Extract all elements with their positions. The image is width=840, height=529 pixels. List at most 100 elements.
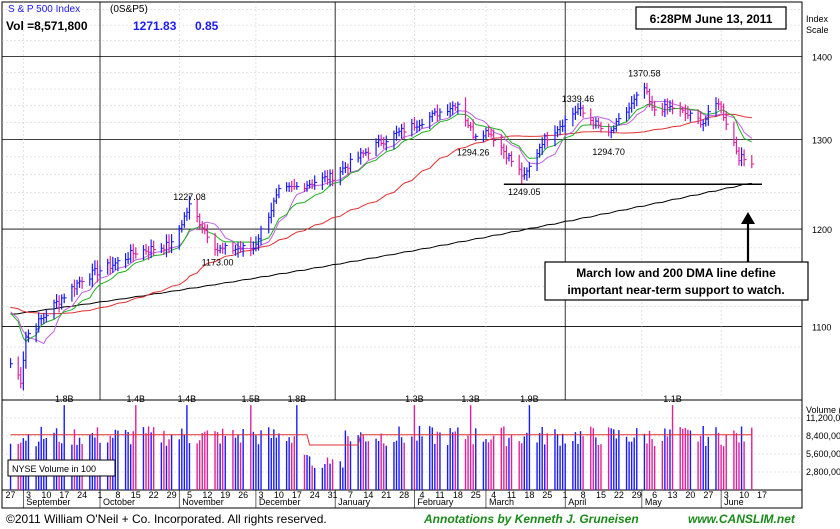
callout-box bbox=[544, 261, 809, 301]
day-label: 3 bbox=[259, 490, 264, 500]
callout-line-1: March low and 200 DMA line define bbox=[576, 266, 776, 280]
day-label: 3 bbox=[26, 490, 31, 500]
volume-tick-label: 11,200,000 bbox=[806, 413, 840, 423]
day-label: 18 bbox=[524, 490, 534, 500]
volume-average-line bbox=[10, 434, 752, 446]
day-label: 17 bbox=[59, 490, 69, 500]
month-label: February bbox=[417, 497, 454, 507]
axis-labels: 1100 1200 1300 1400 2,800,000 5,600,000 8,400,… bbox=[6, 53, 840, 507]
volume-label: 1.1B bbox=[663, 394, 682, 404]
day-label: 10 bbox=[739, 490, 749, 500]
month-label: October bbox=[103, 497, 135, 507]
price-label: 1249.05 bbox=[508, 187, 541, 197]
last-price: 1271.83 bbox=[133, 19, 177, 33]
price-change: 0.85 bbox=[195, 19, 219, 33]
day-label: 22 bbox=[614, 490, 624, 500]
price-panel bbox=[1, 1, 803, 401]
month-label: April bbox=[568, 497, 586, 507]
day-label: 24 bbox=[310, 490, 320, 500]
day-label: 25 bbox=[542, 490, 552, 500]
index-name: S & P 500 Index bbox=[8, 4, 80, 15]
day-label: 28 bbox=[399, 490, 409, 500]
month-label: November bbox=[182, 497, 224, 507]
copyright: ©2011 William O'Neil + Co. Incorporated.… bbox=[6, 512, 327, 526]
day-label: 11 bbox=[435, 490, 444, 500]
price-label: 1339.46 bbox=[562, 94, 595, 104]
site-link[interactable]: www.CANSLIM.net bbox=[688, 512, 796, 526]
day-label: 8 bbox=[115, 490, 120, 500]
volume-label: 1.5B bbox=[242, 394, 261, 404]
price-label: 1294.70 bbox=[592, 147, 625, 157]
price-tick-label: 1100 bbox=[812, 322, 831, 332]
day-label: 7 bbox=[348, 490, 353, 500]
price-tick-label: 1300 bbox=[812, 136, 832, 146]
day-label: 6 bbox=[652, 490, 657, 500]
day-label: 8 bbox=[581, 490, 586, 500]
volume-tick-label: 8,400,000 bbox=[806, 431, 840, 441]
callout-arrow-head bbox=[741, 212, 755, 224]
day-label: 17 bbox=[292, 490, 302, 500]
day-label: 27 bbox=[703, 490, 713, 500]
volume-legend: NYSE Volume in 100 bbox=[12, 464, 96, 474]
day-label: 21 bbox=[381, 490, 391, 500]
price-label: 1227.08 bbox=[173, 192, 206, 202]
callout-line-2: important near-term support to watch. bbox=[567, 283, 784, 297]
volume-bars bbox=[9, 405, 753, 490]
volume-label: 1.8B bbox=[55, 394, 74, 404]
volume-tick-label: 5,600,000 bbox=[806, 449, 840, 459]
volume-label: 1.3B bbox=[461, 394, 480, 404]
month-label: September bbox=[26, 497, 70, 507]
symbol: (0S&P5) bbox=[110, 4, 148, 15]
day-label: 22 bbox=[149, 490, 159, 500]
price-bars bbox=[9, 82, 755, 391]
day-label: 18 bbox=[453, 490, 463, 500]
timestamp-box bbox=[635, 6, 787, 30]
price-axis-title-2: Scale bbox=[806, 25, 829, 35]
day-label: 15 bbox=[131, 490, 141, 500]
day-label: 10 bbox=[274, 490, 284, 500]
day-label: 29 bbox=[632, 490, 642, 500]
volume-label: 1.4B bbox=[127, 394, 146, 404]
day-label: 26 bbox=[238, 490, 248, 500]
day-label: 19 bbox=[220, 490, 230, 500]
price-axis-title: Index bbox=[806, 14, 829, 24]
volume-label: 1.8B bbox=[288, 394, 307, 404]
annotations-credit: Annotations by Kenneth J. Gruneisen bbox=[423, 512, 639, 526]
ma-21-line bbox=[10, 103, 753, 343]
day-label: 27 bbox=[6, 490, 16, 500]
moving-average-lines bbox=[10, 100, 753, 345]
day-label: 11 bbox=[507, 490, 516, 500]
price-label: 1173.00 bbox=[202, 258, 234, 268]
price-label: 1294.26 bbox=[457, 147, 490, 157]
timestamp: 6:28PM June 13, 2011 bbox=[650, 12, 773, 26]
day-label: 17 bbox=[757, 490, 767, 500]
month-label: May bbox=[645, 497, 663, 507]
day-label: 25 bbox=[471, 490, 481, 500]
day-label: 5 bbox=[187, 490, 192, 500]
day-label: 1 bbox=[563, 490, 568, 500]
month-label: December bbox=[259, 497, 301, 507]
month-label: January bbox=[338, 497, 371, 507]
volume-legend-box bbox=[7, 459, 116, 477]
day-label: 31 bbox=[328, 490, 338, 500]
day-label: 4 bbox=[491, 490, 496, 500]
volume-label: 1.9B bbox=[520, 394, 539, 404]
day-label: 4 bbox=[420, 490, 425, 500]
price-label: 1370.58 bbox=[628, 68, 661, 78]
day-label: 3 bbox=[724, 490, 729, 500]
day-label: 12 bbox=[202, 490, 212, 500]
day-label: 15 bbox=[596, 490, 606, 500]
ma-50-line bbox=[10, 113, 752, 315]
day-label: 1 bbox=[98, 490, 103, 500]
day-label: 14 bbox=[363, 490, 373, 500]
volume-tick-label: 2,800,000 bbox=[806, 467, 840, 477]
price-tick-label: 1200 bbox=[812, 225, 832, 235]
day-label: 10 bbox=[41, 490, 51, 500]
day-label: 29 bbox=[167, 490, 177, 500]
day-label: 20 bbox=[685, 490, 695, 500]
volume-label: 1.4B bbox=[178, 394, 197, 404]
volume-label: 1.3B bbox=[405, 394, 424, 404]
ma-10-line bbox=[10, 100, 753, 345]
day-label: 13 bbox=[668, 490, 678, 500]
